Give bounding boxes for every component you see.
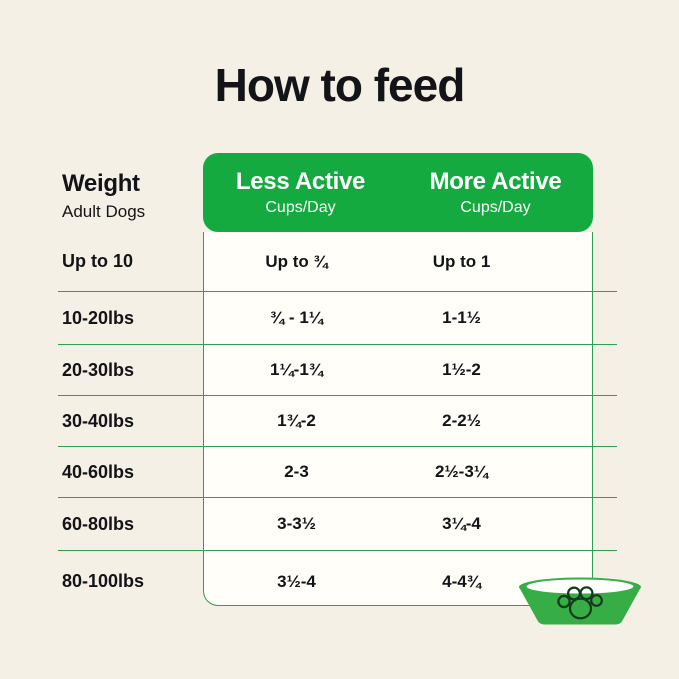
weight-column-header: Weight Adult Dogs — [62, 170, 145, 222]
table-row: 40-60lbs 2-3 2½-3¼ — [58, 447, 617, 498]
column-label-less-active: Less Active — [235, 168, 366, 195]
column-header-less-active: Less Active Cups/Day — [203, 168, 398, 217]
table-row: Up to 10 Up to ¾ Up to 1 — [58, 232, 617, 292]
more-active-cell: 2½-3¼ — [435, 462, 488, 481]
table-row: 10-20lbs ¾ - 1¼ 1-1½ — [58, 292, 617, 345]
table-row: 80-100lbs 3½-4 4-4¾ — [58, 551, 617, 612]
weight-cell: 60-80lbs — [62, 513, 135, 534]
table-body-panel — [203, 232, 593, 606]
weight-cell: Up to 10 — [62, 251, 134, 271]
table-row: 20-30lbs 1¼-1¾ 1½-2 — [58, 345, 617, 396]
less-active-cell: ¾ - 1¼ — [270, 308, 323, 327]
weight-cell: 30-40lbs — [62, 410, 135, 431]
more-active-cell: 2-2½ — [442, 411, 481, 430]
bowl-inside — [526, 579, 634, 594]
column-label-more-active: More Active — [429, 168, 562, 195]
table-rows: Up to 10 Up to ¾ Up to 1 10-20lbs ¾ - 1¼… — [58, 232, 617, 612]
less-active-cell: 2-3 — [284, 462, 309, 481]
table-header: Less Active Cups/Day More Active Cups/Da… — [203, 153, 593, 232]
column-sublabel-more-active: Cups/Day — [460, 199, 531, 216]
paw-print-icon — [557, 586, 603, 620]
more-active-cell: 1-1½ — [442, 308, 481, 327]
weight-cell: 80-100lbs — [62, 571, 145, 591]
weight-header-subtitle: Adult Dogs — [62, 202, 146, 221]
less-active-cell: 1¼-1¾ — [270, 360, 323, 379]
more-active-cell: 4-4¾ — [442, 571, 481, 591]
more-active-cell: 1½-2 — [442, 360, 481, 379]
less-active-cell: 1¾-2 — [277, 411, 316, 430]
column-sublabel-less-active: Cups/Day — [265, 199, 336, 216]
weight-header-title: Weight — [62, 170, 140, 197]
more-active-cell: Up to 1 — [432, 251, 491, 271]
weight-cell: 20-30lbs — [62, 359, 135, 380]
table-row: 60-80lbs 3-3½ 3¼-4 — [58, 498, 617, 551]
weight-cell: 10-20lbs — [62, 307, 135, 328]
page-title: How to feed — [214, 59, 466, 111]
less-active-cell: Up to ¾ — [265, 251, 328, 271]
more-active-cell: 3¼-4 — [442, 514, 481, 533]
dog-bowl-icon — [519, 577, 641, 625]
less-active-cell: 3-3½ — [277, 514, 316, 533]
table-row: 30-40lbs 1¾-2 2-2½ — [58, 396, 617, 447]
bowl-body — [519, 587, 641, 625]
weight-cell: 40-60lbs — [62, 461, 135, 482]
less-active-cell: 3½-4 — [277, 571, 316, 591]
column-header-more-active: More Active Cups/Day — [398, 168, 593, 217]
